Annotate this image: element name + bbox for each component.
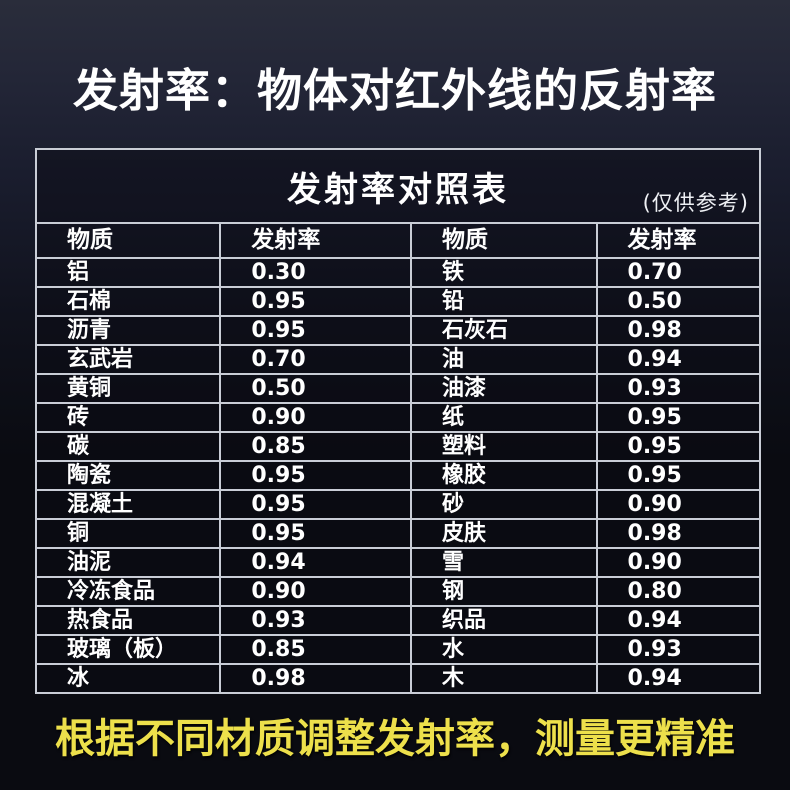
material-cell: 陶瓷 — [37, 460, 222, 491]
emissivity-cell: 0.70 — [595, 257, 759, 288]
emissivity-cell: 0.95 — [219, 315, 412, 346]
material-cell: 纸 — [409, 402, 598, 433]
emissivity-table-frame: 发射率对照表 (仅供参考) 物质 发射率 物质 发射率 铝 0.30 铁 0.7… — [35, 148, 761, 694]
table-row: 混凝土 0.95 砂 0.90 — [37, 489, 759, 520]
material-cell: 油 — [409, 344, 598, 375]
material-cell: 冷冻食品 — [37, 576, 222, 607]
emissivity-cell: 0.93 — [595, 634, 759, 665]
material-cell: 砖 — [37, 402, 222, 433]
emissivity-cell: 0.95 — [219, 489, 412, 520]
table-row: 油泥 0.94 雪 0.90 — [37, 547, 759, 578]
material-cell: 黄铜 — [37, 373, 222, 404]
material-cell: 油漆 — [409, 373, 598, 404]
emissivity-cell: 0.98 — [595, 518, 759, 549]
emissivity-cell: 0.94 — [219, 547, 412, 578]
material-cell: 铝 — [37, 257, 222, 288]
emissivity-cell: 0.90 — [595, 547, 759, 578]
page-title: 发射率：物体对红外线的反射率 — [72, 64, 717, 117]
material-cell: 砂 — [409, 489, 598, 520]
emissivity-cell: 0.80 — [595, 576, 759, 607]
table-caption: 发射率对照表 (仅供参考) — [37, 150, 759, 224]
table-subtitle: (仅供参考) — [642, 191, 749, 215]
emissivity-cell: 0.85 — [219, 431, 412, 462]
emissivity-cell: 0.94 — [595, 605, 759, 636]
material-cell: 塑料 — [409, 431, 598, 462]
emissivity-cell: 0.94 — [595, 663, 759, 692]
table-header: 物质 发射率 物质 发射率 — [37, 224, 759, 259]
footer-note: 根据不同材质调整发射率，测量更精准 — [55, 716, 735, 762]
emissivity-cell: 0.50 — [595, 286, 759, 317]
emissivity-cell: 0.90 — [219, 576, 412, 607]
table-row: 黄铜 0.50 油漆 0.93 — [37, 373, 759, 404]
emissivity-cell: 0.90 — [219, 402, 412, 433]
emissivity-cell: 0.95 — [219, 518, 412, 549]
header-material-left: 物质 — [37, 224, 222, 259]
material-cell: 碳 — [37, 431, 222, 462]
emissivity-cell: 0.93 — [219, 605, 412, 636]
emissivity-cell: 0.98 — [219, 663, 412, 692]
table-row: 铝 0.30 铁 0.70 — [37, 257, 759, 288]
material-cell: 冰 — [37, 663, 222, 692]
table-row: 陶瓷 0.95 橡胶 0.95 — [37, 460, 759, 491]
table-row: 冰 0.98 木 0.94 — [37, 663, 759, 692]
header-emissivity-right: 发射率 — [595, 224, 759, 259]
material-cell: 沥青 — [37, 315, 222, 346]
header-material-right: 物质 — [409, 224, 598, 259]
table-row: 铜 0.95 皮肤 0.98 — [37, 518, 759, 549]
emissivity-cell: 0.95 — [595, 402, 759, 433]
header-row: 物质 发射率 物质 发射率 — [37, 224, 759, 259]
material-cell: 混凝土 — [37, 489, 222, 520]
material-cell: 木 — [409, 663, 598, 692]
material-cell: 铅 — [409, 286, 598, 317]
material-cell: 热食品 — [37, 605, 222, 636]
material-cell: 水 — [409, 634, 598, 665]
table-row: 石棉 0.95 铅 0.50 — [37, 286, 759, 317]
material-cell: 玄武岩 — [37, 344, 222, 375]
material-cell: 橡胶 — [409, 460, 598, 491]
material-cell: 铜 — [37, 518, 222, 549]
emissivity-cell: 0.30 — [219, 257, 412, 288]
material-cell: 油泥 — [37, 547, 222, 578]
material-cell: 玻璃（板） — [37, 634, 222, 665]
header-emissivity-left: 发射率 — [219, 224, 412, 259]
emissivity-cell: 0.93 — [595, 373, 759, 404]
table-row: 沥青 0.95 石灰石 0.98 — [37, 315, 759, 346]
table-row: 玄武岩 0.70 油 0.94 — [37, 344, 759, 375]
table-title: 发射率对照表 — [287, 169, 509, 210]
emissivity-cell: 0.85 — [219, 634, 412, 665]
emissivity-cell: 0.90 — [595, 489, 759, 520]
emissivity-cell: 0.70 — [219, 344, 412, 375]
material-cell: 雪 — [409, 547, 598, 578]
emissivity-table: 物质 发射率 物质 发射率 铝 0.30 铁 0.70 石棉 0.95 铅 0.… — [37, 224, 759, 692]
emissivity-cell: 0.98 — [595, 315, 759, 346]
material-cell: 钢 — [409, 576, 598, 607]
emissivity-cell: 0.95 — [219, 460, 412, 491]
material-cell: 石灰石 — [409, 315, 598, 346]
material-cell: 织品 — [409, 605, 598, 636]
table-row: 碳 0.85 塑料 0.95 — [37, 431, 759, 462]
emissivity-cell: 0.95 — [595, 431, 759, 462]
emissivity-cell: 0.94 — [595, 344, 759, 375]
material-cell: 铁 — [409, 257, 598, 288]
table-row: 玻璃（板） 0.85 水 0.93 — [37, 634, 759, 665]
table-row: 砖 0.90 纸 0.95 — [37, 402, 759, 433]
material-cell: 石棉 — [37, 286, 222, 317]
material-cell: 皮肤 — [409, 518, 598, 549]
emissivity-cell: 0.95 — [595, 460, 759, 491]
table-row: 冷冻食品 0.90 钢 0.80 — [37, 576, 759, 607]
emissivity-cell: 0.50 — [219, 373, 412, 404]
table-row: 热食品 0.93 织品 0.94 — [37, 605, 759, 636]
table-body: 铝 0.30 铁 0.70 石棉 0.95 铅 0.50 沥青 0.95 石灰石… — [37, 257, 759, 692]
emissivity-cell: 0.95 — [219, 286, 412, 317]
